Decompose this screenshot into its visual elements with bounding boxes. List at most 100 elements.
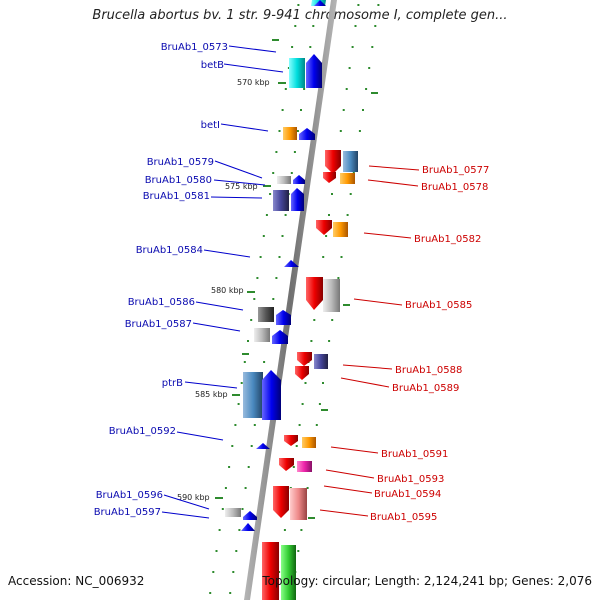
track-dot [250, 445, 253, 447]
track-dot [322, 382, 324, 384]
chromosome-backbone [244, 0, 337, 600]
label-BruAb1_0582: BruAb1_0582 [414, 234, 481, 245]
gene-BruAb1_0591 [284, 435, 298, 446]
gene-BruAb1_0585 [306, 277, 323, 310]
track-dot [292, 466, 295, 468]
track-dot [224, 487, 227, 489]
gene-top-blue [314, 0, 326, 6]
scale-ticks [215, 82, 286, 499]
track-dot [269, 193, 272, 195]
gene-BruAb1_0581-arrow [291, 188, 304, 211]
track-dot [318, 403, 321, 405]
track-dot [300, 529, 303, 531]
scale-label-590: 590 kbp [177, 493, 210, 502]
track-dot [259, 256, 262, 258]
gene-BruAb1_0593-box [297, 461, 312, 472]
gene-bottom-green [281, 545, 296, 600]
scale-label-575: 575 kbp [225, 182, 258, 191]
gene-BruAb1_0584 [284, 260, 299, 267]
track-dot [342, 109, 345, 111]
track-dot [253, 424, 256, 426]
label-BruAb1_0579: BruAb1_0579 [147, 157, 214, 168]
gene-BruAb1_0589 [295, 366, 309, 380]
gene-BruAb1_0580-arrow [293, 175, 305, 184]
right-callouts [319, 165, 420, 517]
gene-BruAb1_0577 [325, 150, 341, 174]
label-BruAb1_0577: BruAb1_0577 [422, 165, 489, 176]
gene-BruAb1_0594 [273, 486, 289, 518]
scale-label-580: 580 kbp [211, 286, 244, 295]
track-dot [309, 46, 312, 48]
track-dot [209, 592, 212, 594]
gene-BruAb1_0577-box [343, 151, 358, 172]
track-dot [234, 424, 237, 426]
gene-ptrB-arrow [262, 370, 281, 420]
track-dot [349, 193, 352, 195]
track-dot [294, 25, 297, 27]
gene-BruAb1_0578-box [340, 173, 355, 184]
track-dot [310, 340, 313, 342]
track-dot [340, 256, 343, 258]
gene-BruAb1_0587 [254, 328, 270, 342]
track-dot [337, 277, 340, 279]
track-dot [281, 235, 284, 237]
track-dot [235, 550, 238, 552]
track-dot [275, 151, 278, 153]
gene-ptrB [243, 372, 263, 418]
track-dot [284, 88, 287, 90]
track-dot [244, 487, 247, 489]
label-BruAb1_0573: BruAb1_0573 [161, 42, 228, 53]
track-dot [290, 172, 293, 174]
track-dot [256, 277, 259, 279]
track-dot [298, 424, 301, 426]
track-dot [247, 466, 250, 468]
track-dot [284, 214, 287, 216]
outer-track-left [209, 4, 300, 594]
label-BruAb1_0581: BruAb1_0581 [143, 191, 210, 202]
track-dot [265, 214, 268, 216]
label-BruAb1_0588: BruAb1_0588 [395, 365, 462, 376]
gene-BruAb1_0582 [316, 220, 332, 235]
track-dot [328, 214, 330, 216]
track-dot [293, 151, 296, 153]
label-BruAb1_0591: BruAb1_0591 [381, 449, 448, 460]
track-dot [237, 403, 240, 405]
track-dot [278, 571, 281, 573]
track-dot [229, 592, 232, 594]
track-dot [357, 4, 360, 6]
track-dot [281, 109, 284, 111]
right-labels[interactable]: BruAb1_0577 BruAb1_0578 BruAb1_0582 BruA… [370, 165, 489, 523]
gene-BruAb1_0581 [273, 190, 289, 211]
track-dot [297, 4, 300, 6]
left-labels[interactable]: BruAb1_0573 betB betI BruAb1_0579 BruAb1… [94, 42, 228, 518]
label-BruAb1_0595: BruAb1_0595 [370, 512, 437, 523]
gene-BruAb1_0596 [225, 508, 241, 517]
track-dot [272, 298, 275, 300]
forward-genes[interactable] [225, 0, 326, 531]
gene-BruAb1_0578 [323, 172, 336, 183]
gene-BruAb1_0586 [258, 307, 274, 322]
track-dot [221, 508, 224, 510]
gene-BruAb1_0582-box [333, 222, 348, 237]
track-dot [374, 25, 377, 27]
track-dot [231, 445, 234, 447]
label-BruAb1_0593: BruAb1_0593 [377, 474, 444, 485]
label-BruAb1_0586: BruAb1_0586 [128, 297, 195, 308]
track-dot [331, 193, 333, 195]
reverse-genes[interactable] [262, 150, 358, 600]
track-dot [354, 25, 357, 27]
gene-betI [283, 127, 297, 140]
track-dot [377, 4, 380, 6]
scale-label-585: 585 kbp [195, 390, 228, 399]
scale-labels: 570 kbp 575 kbp 580 kbp 585 kbp 590 kbp [177, 78, 270, 502]
gene-betB-arrow [306, 54, 322, 88]
genome-summary: Topology: circular; Length: 2,124,241 bp… [262, 574, 592, 588]
gene-BruAb1_0580 [277, 176, 291, 184]
track-dot [331, 319, 334, 321]
track-dot [365, 88, 368, 90]
track-dot [346, 214, 349, 216]
track-dot [325, 235, 328, 237]
gene-BruAb1_0595 [290, 488, 307, 520]
track-dot [283, 529, 286, 531]
